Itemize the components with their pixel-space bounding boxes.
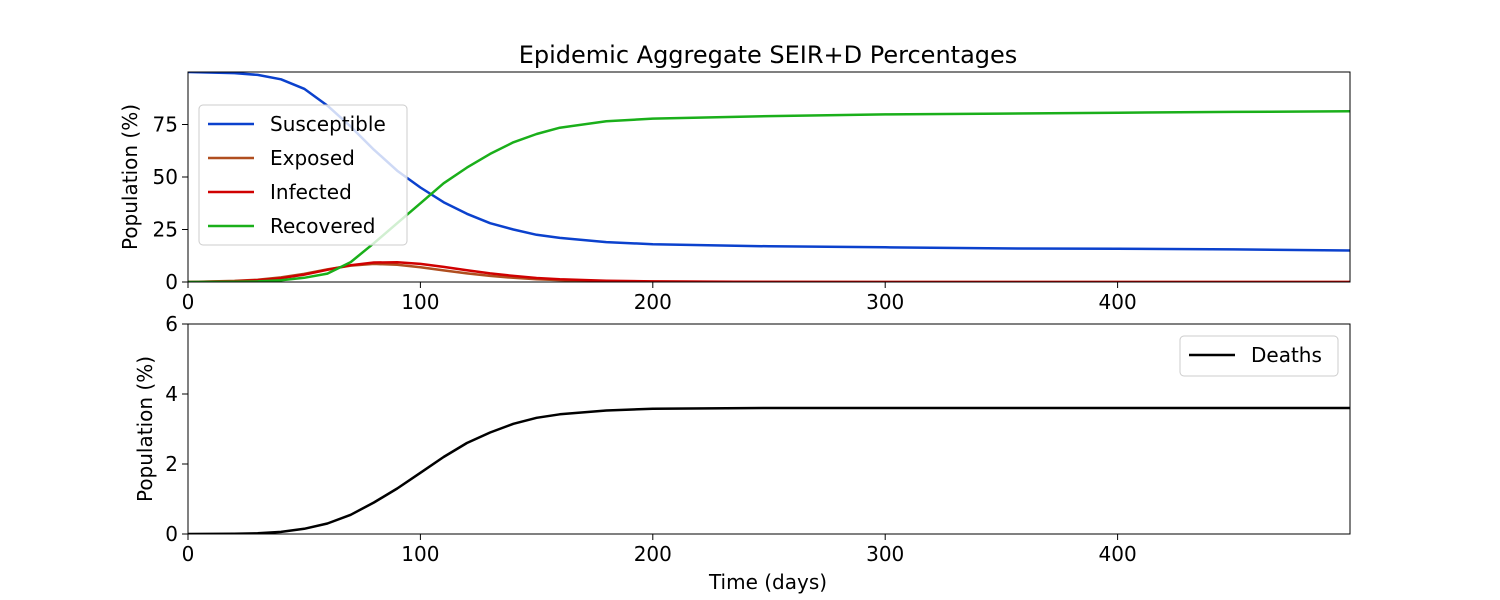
x-tick-label: 300 <box>866 542 904 566</box>
legend-label: Infected <box>270 180 352 204</box>
legend-box <box>198 104 408 246</box>
y-tick-label: 2 <box>165 452 178 476</box>
x-axis-label: Time (days) <box>708 570 827 594</box>
y-tick-label: 25 <box>153 218 178 242</box>
x-tick-label: 400 <box>1099 290 1137 314</box>
top-panel: 0 100 200 300 400 0 25 50 75 Population (%) Suscep… <box>118 71 1351 314</box>
legend: Deaths <box>1179 335 1339 377</box>
legend-label: Exposed <box>270 146 355 170</box>
legend-box <box>1179 335 1339 377</box>
y-tick-label: 0 <box>165 522 178 546</box>
legend-label: Recovered <box>270 214 375 238</box>
x-tick-label: 100 <box>401 290 439 314</box>
x-tick-label: 200 <box>634 290 672 314</box>
x-tick-label: 200 <box>634 542 672 566</box>
x-tick-label: 400 <box>1099 542 1137 566</box>
x-tick-label: 0 <box>182 542 195 566</box>
series-line-recovered <box>188 110 1350 282</box>
y-tick-label: 6 <box>165 312 178 336</box>
chart-title: Epidemic Aggregate SEIR+D Percentages <box>519 41 1018 69</box>
x-tick-label: 300 <box>866 290 904 314</box>
series-line-infected <box>188 261 1350 282</box>
axes-frame <box>187 323 1351 535</box>
x-tick-label: 0 <box>182 290 195 314</box>
legend-label: Susceptible <box>270 112 386 136</box>
series-line-exposed <box>188 262 1350 282</box>
y-tick-label: 50 <box>153 165 178 189</box>
x-tick-label: 100 <box>401 542 439 566</box>
y-tick-label: 0 <box>165 270 178 294</box>
y-tick-label: 75 <box>153 113 178 137</box>
plot-area <box>188 72 1350 282</box>
bottom-panel: 0 100 200 300 400 0 2 4 6 Population (%) Deaths <box>133 312 1351 566</box>
y-tick-label: 4 <box>165 382 178 406</box>
series-line-susceptible <box>188 72 1350 252</box>
legend: Susceptible Exposed Infected Recovered <box>198 104 408 246</box>
series-line-deaths <box>188 406 1350 534</box>
legend-label: Deaths <box>1251 343 1322 367</box>
y-axis-label: Population (%) <box>118 104 142 250</box>
y-axis-label: Population (%) <box>133 356 157 502</box>
plot-area <box>188 406 1350 534</box>
